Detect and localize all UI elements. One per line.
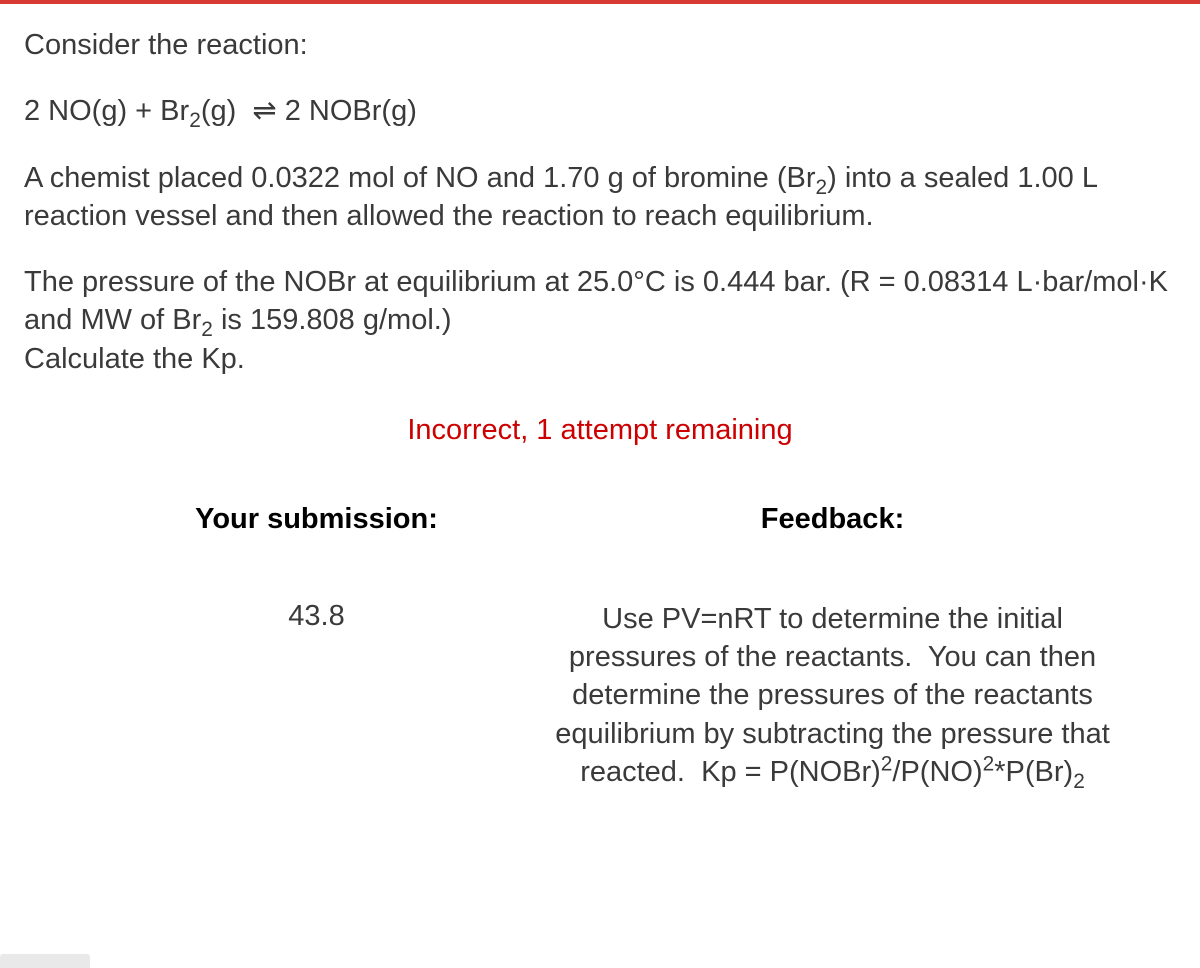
submission-feedback-columns: Your submission: 43.8 Feedback: Use PV=n… — [24, 503, 1176, 791]
problem-reaction-equation: 2 NO(g) + Br2(g) ⇌ 2 NOBr(g) — [24, 92, 1176, 130]
submission-value: 43.8 — [104, 600, 529, 633]
submission-column: Your submission: 43.8 — [104, 503, 529, 791]
feedback-body: Use PV=nRT to determine the initial pres… — [549, 600, 1116, 791]
feedback-heading: Feedback: — [549, 503, 1116, 536]
problem-setup: A chemist placed 0.0322 mol of NO and 1.… — [24, 159, 1176, 236]
problem-text: Consider the reaction: 2 NO(g) + Br2(g) … — [24, 26, 1176, 378]
problem-given-and-question: The pressure of the NOBr at equilibrium … — [24, 263, 1176, 378]
feedback-column: Feedback: Use PV=nRT to determine the in… — [549, 503, 1116, 791]
scrollbar-stub — [0, 954, 90, 968]
submission-heading: Your submission: — [104, 503, 529, 536]
attempt-status: Incorrect, 1 attempt remaining — [24, 414, 1176, 447]
problem-line-1: Consider the reaction: — [24, 26, 1176, 64]
content-area: Consider the reaction: 2 NO(g) + Br2(g) … — [0, 4, 1200, 791]
